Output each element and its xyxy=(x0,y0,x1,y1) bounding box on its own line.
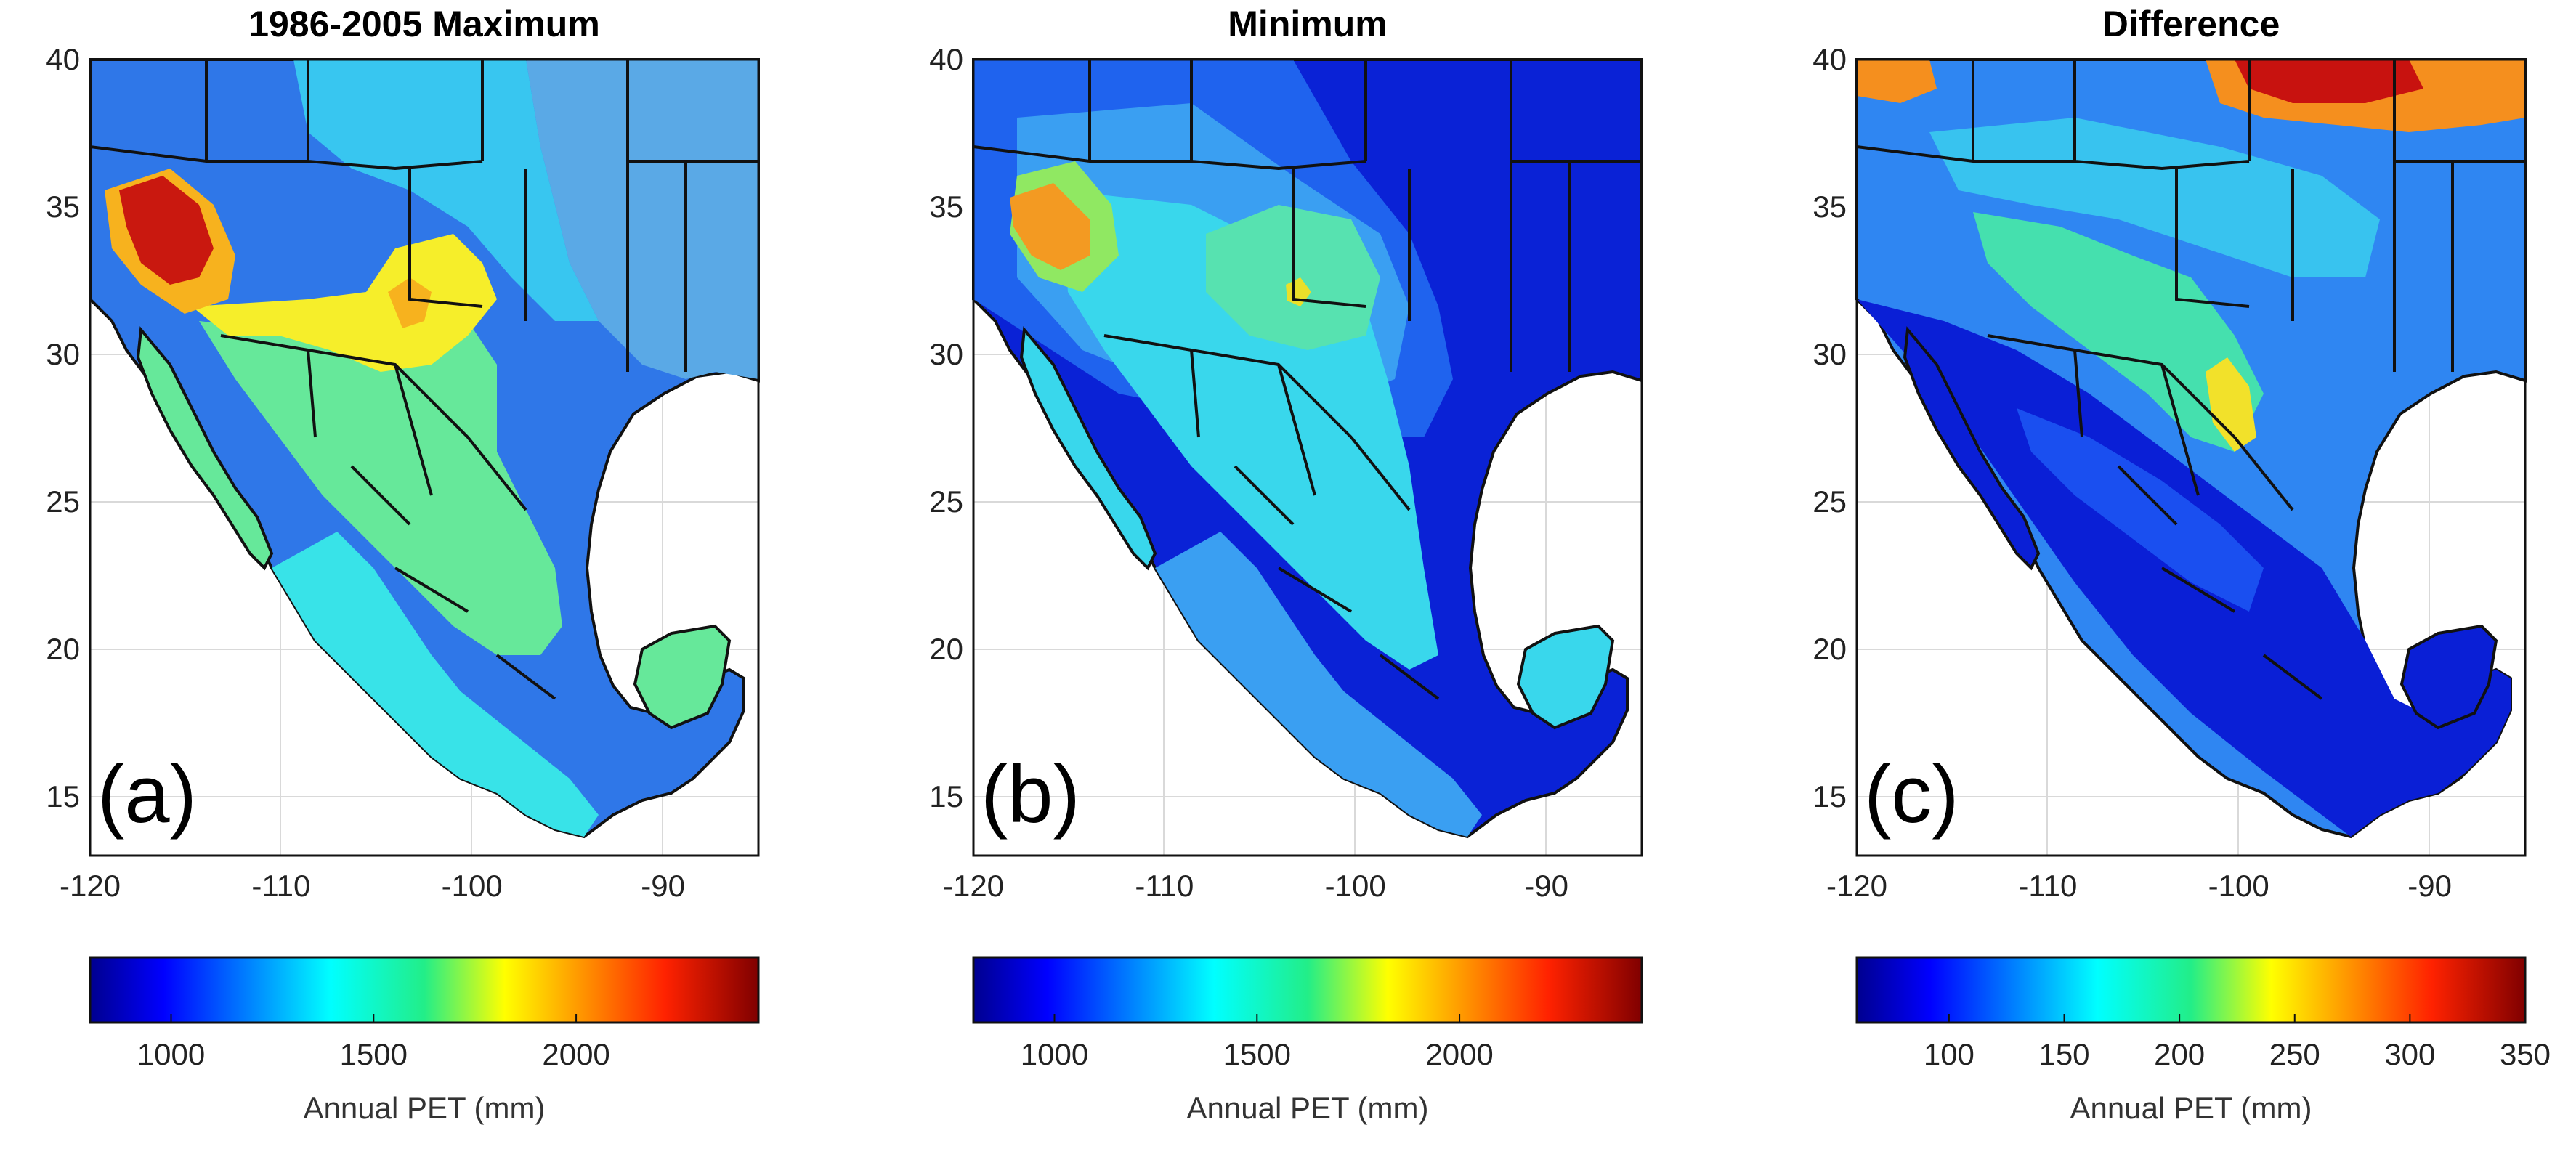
borders-a xyxy=(89,60,758,700)
panel-b: Minimum (b) 40 35 30 25 20 15 xyxy=(929,4,1643,1125)
colorbar-tick-label: 1000 xyxy=(1021,1037,1088,1071)
colorbar-tick-label: 350 xyxy=(2500,1037,2551,1071)
x-tick-label: -120 xyxy=(943,869,1004,903)
colorbar-tick-label: 1000 xyxy=(137,1037,205,1071)
borders-b xyxy=(973,60,1642,700)
x-tick-label: -100 xyxy=(442,869,503,903)
colorbar-tick-label: 1500 xyxy=(340,1037,408,1071)
colorbar-b: 1000 1500 2000 Annual PET (mm) xyxy=(972,956,1643,1125)
x-tick-label: -100 xyxy=(2208,869,2269,903)
colorbar-c: 100 150 200 250 300 350 Annual PET (mm) xyxy=(1855,956,2551,1125)
mid-blue-c xyxy=(2017,408,2264,612)
map-c xyxy=(1855,58,2527,857)
y-tick-label: 30 xyxy=(929,337,963,371)
x-tick-label: -120 xyxy=(1826,869,1887,903)
x-axis-b: -120 -110 -100 -90 xyxy=(943,869,1568,903)
y-tick-label: 35 xyxy=(1812,190,1847,224)
y-tick-label: 15 xyxy=(46,779,80,813)
yucatan-c xyxy=(2399,624,2498,730)
colorbar-label-c: Annual PET (mm) xyxy=(2070,1091,2312,1125)
y-tick-label: 40 xyxy=(46,42,80,76)
y-tick-label: 20 xyxy=(46,632,80,666)
x-tick-label: -90 xyxy=(2407,869,2452,903)
y-tick-label: 25 xyxy=(1812,484,1847,519)
y-tick-label: 25 xyxy=(929,484,963,519)
y-tick-label: 35 xyxy=(929,190,963,224)
x-tick-label: -110 xyxy=(2018,869,2077,903)
borders-c xyxy=(1856,60,2525,700)
y-tick-label: 35 xyxy=(46,190,80,224)
yucatan-a xyxy=(633,624,732,730)
warm-yellow-a xyxy=(192,234,497,372)
coast-band-a xyxy=(272,532,599,837)
plateau-a xyxy=(199,321,562,655)
colorbar-a: 1000 1500 2000 Annual PET (mm) xyxy=(89,956,760,1125)
map-a xyxy=(89,58,760,857)
baja-a xyxy=(136,326,274,571)
x-axis-a: -120 -110 -100 -90 xyxy=(60,869,685,903)
yucatan-b xyxy=(1516,624,1615,730)
coast-b xyxy=(1155,532,1482,837)
colorbar-ticks-b: 1000 1500 2000 xyxy=(1021,1014,1494,1071)
colorbar-label-a: Annual PET (mm) xyxy=(304,1091,546,1125)
north-red-c xyxy=(2235,60,2423,103)
x-tick-label: -110 xyxy=(251,869,310,903)
panel-b-title: Minimum xyxy=(1228,4,1387,44)
texas-orange-a xyxy=(388,277,432,328)
y-axis-b: 40 35 30 25 20 15 xyxy=(929,42,963,813)
colorbar-label-b: Annual PET (mm) xyxy=(1187,1091,1429,1125)
colorbar-tick-label: 1500 xyxy=(1223,1037,1291,1071)
cyan-c xyxy=(1929,118,2380,277)
colorbar-tick-label: 100 xyxy=(1924,1037,1974,1071)
baja-c xyxy=(1903,326,2041,571)
y-tick-label: 30 xyxy=(46,337,80,371)
panel-c-label: (c) xyxy=(1864,749,1959,840)
colorbar-tick-label: 150 xyxy=(2038,1037,2089,1071)
baja-b xyxy=(1019,326,1157,571)
hot-red-a xyxy=(119,176,214,285)
colorbar-tick-label: 200 xyxy=(2154,1037,2205,1071)
x-tick-label: -110 xyxy=(1135,869,1194,903)
north-cyan-a xyxy=(293,60,599,321)
panel-a-label: (a) xyxy=(97,749,197,840)
panel-c-title: Difference xyxy=(2102,4,2280,44)
panel-b-label: (b) xyxy=(981,749,1080,840)
y-tick-label: 40 xyxy=(929,42,963,76)
x-tick-label: -90 xyxy=(1524,869,1568,903)
y-axis-c: 40 35 30 25 20 15 xyxy=(1812,42,1847,813)
orange-b xyxy=(1010,183,1090,270)
y-tick-label: 25 xyxy=(46,484,80,519)
x-tick-label: -100 xyxy=(1325,869,1386,903)
panel-c: Difference (c) 40 35 30 25 20 15 xyxy=(1812,4,2551,1125)
y-tick-label: 20 xyxy=(929,632,963,666)
north-cool-a xyxy=(526,60,758,379)
colorbar-ticks-a: 1000 1500 2000 xyxy=(137,1014,610,1071)
colorbar-tick-label: 250 xyxy=(2269,1037,2320,1071)
colorbar-tick-label: 2000 xyxy=(542,1037,609,1071)
x-tick-label: -90 xyxy=(641,869,685,903)
colorbar-tick-label: 2000 xyxy=(1425,1037,1493,1071)
panel-a-title: 1986-2005 Maximum xyxy=(248,4,600,44)
colorbar-tick-label: 300 xyxy=(2384,1037,2435,1071)
y-tick-label: 30 xyxy=(1812,337,1847,371)
x-axis-c: -120 -110 -100 -90 xyxy=(1826,869,2452,903)
y-tick-label: 15 xyxy=(929,779,963,813)
x-tick-label: -120 xyxy=(60,869,121,903)
map-b xyxy=(972,58,1643,857)
y-tick-label: 20 xyxy=(1812,632,1847,666)
y-tick-label: 40 xyxy=(1812,42,1847,76)
y-tick-label: 15 xyxy=(1812,779,1847,813)
northwest-hot-c xyxy=(1857,60,1937,103)
panel-a: 1986-2005 Maximum xyxy=(46,4,760,1125)
yellow-c xyxy=(2206,357,2256,452)
colorbar-ticks-c: 100 150 200 250 300 350 xyxy=(1924,1014,2551,1071)
y-axis-a: 40 35 30 25 20 15 xyxy=(46,42,80,813)
